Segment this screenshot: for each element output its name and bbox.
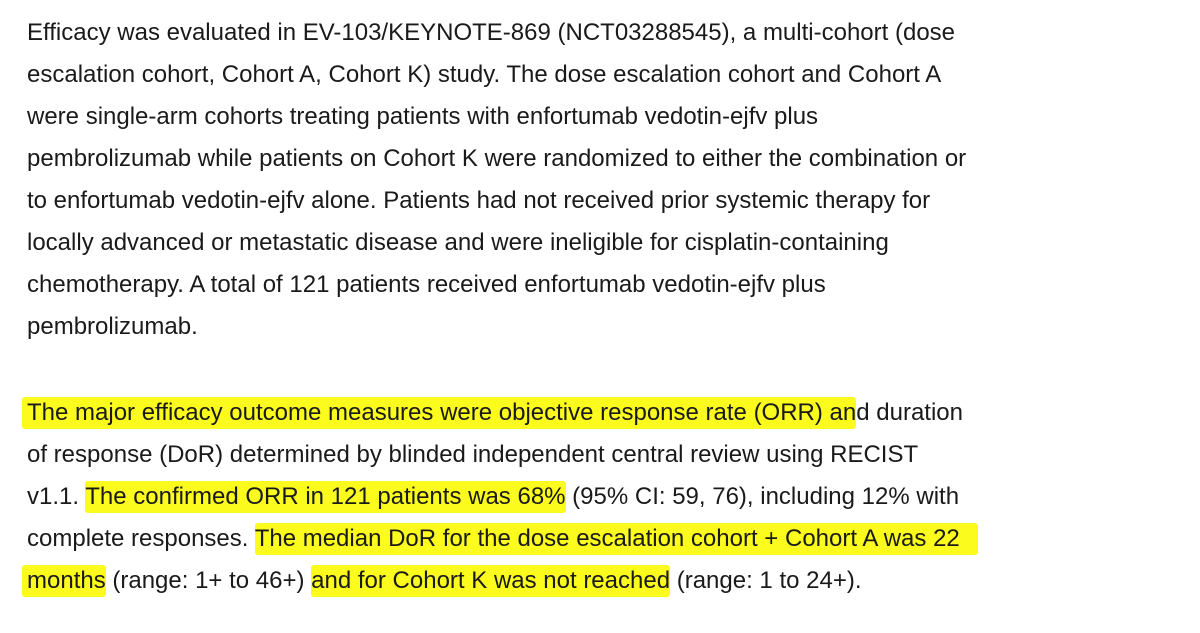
text-line: locally advanced or metastatic disease a…	[27, 229, 889, 256]
text-line: were single-arm cohorts treating patient…	[27, 103, 819, 130]
highlighted-text: The median DoR for the dose escalation c…	[254, 523, 978, 555]
text-line: The major efficacy outcome measures were…	[22, 392, 1192, 434]
text-line: chemotherapy. A total of 121 patients re…	[27, 271, 826, 298]
text-line: months (range: 1+ to 46+) and for Cohort…	[22, 560, 1192, 602]
plain-text: of response (DoR) determined by blinded …	[27, 441, 919, 468]
highlighted-text: and for Cohort K was not reached	[311, 565, 671, 597]
plain-text: (range: 1+ to 46+)	[105, 567, 312, 594]
text-line: to enfortumab vedotin-ejfv alone. Patien…	[27, 187, 931, 214]
text-line: Efficacy was evaluated in EV-103/KEYNOTE…	[27, 19, 956, 46]
paragraph-efficacy-outcomes: The major efficacy outcome measures were…	[22, 392, 1192, 602]
text-line: v1.1. The confirmed ORR in 121 patients …	[27, 476, 1192, 518]
text-line: pembrolizumab.	[27, 313, 198, 340]
highlighted-text: The confirmed ORR in 121 patients was 68…	[85, 481, 566, 513]
text-line: escalation cohort, Cohort A, Cohort K) s…	[27, 61, 942, 88]
text-line: pembrolizumab while patients on Cohort K…	[27, 145, 967, 172]
plain-text: (range: 1 to 24+).	[670, 567, 862, 594]
plain-text: complete responses.	[27, 525, 255, 552]
plain-text: v1.1.	[27, 483, 86, 510]
plain-text: (95% CI: 59, 76), including 12% with	[565, 483, 960, 510]
text-line: complete responses. The median DoR for t…	[27, 518, 1192, 560]
text-line: of response (DoR) determined by blinded …	[27, 434, 1192, 476]
highlighted-text: The major efficacy outcome measures were…	[22, 397, 857, 429]
highlighted-text: months	[22, 565, 106, 597]
paragraph-study-description: Efficacy was evaluated in EV-103/KEYNOTE…	[27, 12, 1192, 348]
plain-text: d duration	[856, 399, 963, 426]
